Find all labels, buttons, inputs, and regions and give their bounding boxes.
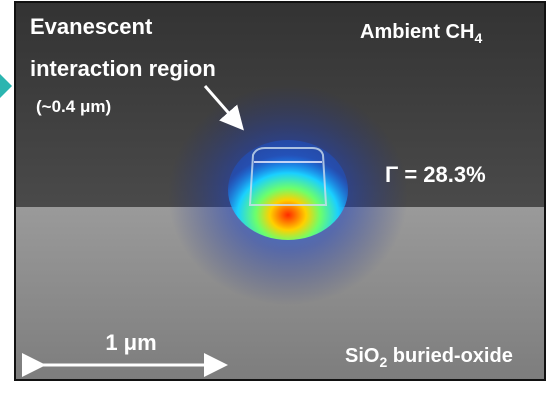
label: Evanescent (30, 14, 153, 39)
label: interaction region (30, 56, 216, 81)
scale-label: 1 μm (105, 330, 156, 355)
label: SiO2 buried-oxide (345, 345, 513, 370)
label-text: Ambient CH (360, 21, 474, 43)
label-text: SiO (345, 345, 379, 367)
subscript: 4 (474, 30, 482, 46)
subscript: 2 (379, 354, 387, 370)
label: (~0.4 μm) (36, 97, 111, 116)
panel-arrow (0, 74, 12, 98)
figure: Evanescent interaction region (~0.4 μm) … (0, 0, 549, 395)
label-text: buried-oxide (387, 345, 513, 367)
confinement-factor: Γ = 28.3% (385, 162, 486, 187)
label: Ambient CH4 (360, 21, 482, 46)
